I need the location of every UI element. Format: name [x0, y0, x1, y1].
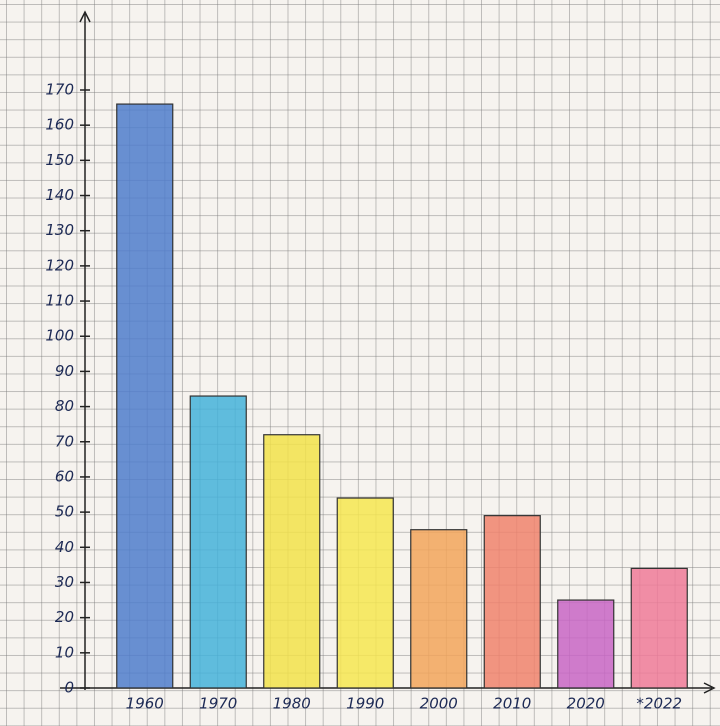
bar [557, 599, 615, 689]
x-tick-label: 2000 [420, 695, 458, 713]
y-tick-label: 90 [55, 362, 74, 380]
y-axis-arrow [79, 10, 91, 23]
y-tick-label: 0 [64, 679, 74, 697]
bar [630, 567, 688, 689]
y-tick-label: 120 [45, 256, 74, 274]
y-tick-label: 60 [55, 467, 74, 485]
bar [336, 497, 394, 689]
y-tick-label: 160 [45, 116, 74, 134]
y-tick-label: 40 [55, 538, 74, 556]
y-tick-label: 10 [55, 643, 74, 661]
y-tick-label: 150 [45, 151, 74, 169]
bar [189, 395, 247, 689]
x-tick-label: 1970 [199, 695, 237, 713]
x-tick-label: *2022 [636, 695, 682, 713]
y-tick-label: 140 [45, 186, 74, 204]
y-tick-label: 50 [55, 503, 74, 521]
y-tick-label: 170 [45, 81, 74, 99]
y-tick-label: 110 [45, 292, 74, 310]
y-tick-label: 70 [55, 432, 74, 450]
bar [410, 529, 468, 689]
y-tick-label: 100 [45, 327, 74, 345]
x-tick-label: 1990 [346, 695, 384, 713]
x-tick-label: 2020 [567, 695, 605, 713]
x-tick-label: 1980 [273, 695, 311, 713]
y-tick-label: 20 [55, 608, 74, 626]
y-tick-label: 130 [45, 221, 74, 239]
y-tick-label: 30 [55, 573, 74, 591]
x-axis-arrow [703, 682, 716, 694]
x-tick-label: 2010 [493, 695, 531, 713]
bar [263, 434, 321, 689]
x-tick-label: 1960 [126, 695, 164, 713]
bar [116, 103, 174, 689]
y-tick-label: 80 [55, 397, 74, 415]
bar [483, 515, 541, 689]
